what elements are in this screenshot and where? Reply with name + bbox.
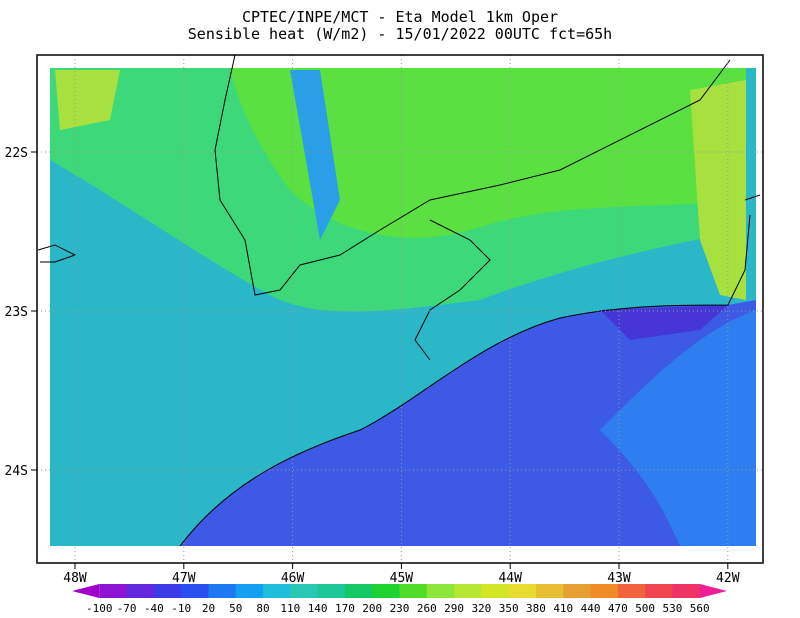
lat-label: 24S xyxy=(5,464,28,479)
colorbar-label: 290 xyxy=(444,602,464,615)
borders xyxy=(37,54,761,547)
coast-warm xyxy=(690,80,746,300)
lon-label: 45W xyxy=(390,571,414,586)
coastline xyxy=(179,214,751,547)
colorbar-label: -70 xyxy=(117,602,137,615)
colorbar-label: 80 xyxy=(256,602,269,615)
colorbar-label: 470 xyxy=(608,602,628,615)
lon-label: 44W xyxy=(498,571,522,586)
colorbar-box xyxy=(426,584,455,598)
colorbar-label: 260 xyxy=(417,602,437,615)
colorbar-box xyxy=(99,584,128,598)
colorbar-label: 50 xyxy=(229,602,242,615)
colorbar: -100 -70 -40 -10 20 50 80 110 140 170 200 230 260 290… xyxy=(72,584,727,615)
colorbar-box xyxy=(372,584,400,598)
colorbar-label: 440 xyxy=(581,602,601,615)
hot-region xyxy=(230,68,746,238)
state-border xyxy=(744,194,761,201)
colorbar-box xyxy=(181,584,209,598)
colorbar-label: 350 xyxy=(499,602,519,615)
field xyxy=(50,68,756,546)
lat-label: 23S xyxy=(5,305,28,320)
colorbar-box xyxy=(672,584,701,598)
colorbar-box xyxy=(454,584,482,598)
colorbar-label: 110 xyxy=(280,602,300,615)
colorbar-box xyxy=(645,584,673,598)
colorbar-arrow xyxy=(699,584,727,598)
colorbar-label: 140 xyxy=(308,602,328,615)
colorbar-label: 530 xyxy=(662,602,682,615)
colorbar-box xyxy=(508,584,537,598)
colorbar-label: 500 xyxy=(635,602,655,615)
colorbar-box xyxy=(317,584,346,598)
colorbar-label: 320 xyxy=(471,602,491,615)
colorbar-box xyxy=(563,584,592,598)
map-frame xyxy=(36,54,764,564)
state-border xyxy=(214,54,731,296)
colorbar-label: 380 xyxy=(526,602,546,615)
state-border xyxy=(414,219,491,361)
subtitle: Sensible heat (W/m2) - 15/01/2022 00UTC … xyxy=(188,25,612,43)
lon-label: 47W xyxy=(172,571,196,586)
colorbar-box xyxy=(535,584,564,598)
lon-label: 48W xyxy=(63,571,87,586)
colorbar-label: 560 xyxy=(690,602,710,615)
lat-label: 22S xyxy=(5,146,28,161)
colorbar-box xyxy=(481,584,510,598)
lon-label: 43W xyxy=(607,571,631,586)
highland xyxy=(55,70,120,130)
colorbar-label: 170 xyxy=(335,602,355,615)
colorbar-box xyxy=(399,584,428,598)
colorbar-label: 200 xyxy=(362,602,382,615)
colorbar-box xyxy=(344,584,373,598)
ocean-cool xyxy=(600,305,728,340)
colorbar-label: 20 xyxy=(202,602,215,615)
colorbar-box xyxy=(126,584,155,598)
colorbar-box xyxy=(208,584,237,598)
colorbar-box xyxy=(263,584,291,598)
colorbar-label: 410 xyxy=(553,602,573,615)
graticule: 22S 23S 24S 48W 47W 46W 45W 44W 43W 42W xyxy=(5,55,763,586)
colorbar-arrow xyxy=(72,584,100,598)
title: CPTEC/INPE/MCT - Eta Model 1km Oper xyxy=(242,8,558,26)
colorbar-label: -10 xyxy=(171,602,191,615)
colorbar-box xyxy=(235,584,264,598)
colorbar-box xyxy=(590,584,619,598)
valley xyxy=(290,70,340,240)
colorbar-label: 230 xyxy=(390,602,410,615)
colorbar-label: -40 xyxy=(144,602,164,615)
lon-label: 46W xyxy=(281,571,305,586)
ocean-offshore xyxy=(600,310,756,546)
colorbar-box xyxy=(153,584,182,598)
lon-label: 42W xyxy=(716,571,740,586)
colorbar-label: -100 xyxy=(86,602,113,615)
colorbar-box xyxy=(617,584,646,598)
colorbar-box xyxy=(290,584,319,598)
ocean xyxy=(180,300,756,546)
